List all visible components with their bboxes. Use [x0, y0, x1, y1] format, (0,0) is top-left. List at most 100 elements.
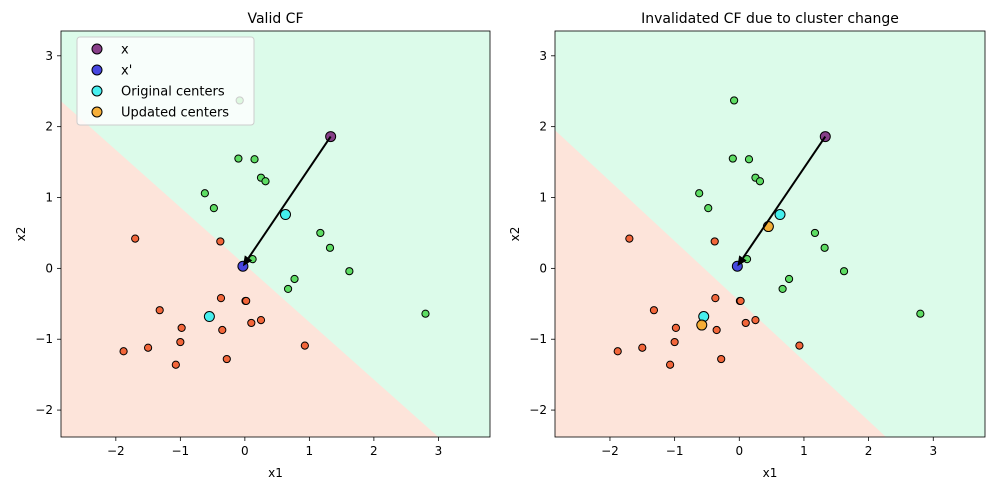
point-cluster-1-points	[778, 284, 787, 294]
point-cluster-1-points	[345, 267, 354, 276]
point-cluster-1-points	[316, 228, 325, 238]
point-cluster-1-points	[744, 155, 754, 164]
point-cluster-0-points	[247, 318, 256, 328]
point-cluster-1-points	[839, 267, 849, 276]
y-axis-label: x2	[14, 227, 28, 242]
y-axis-label: x2	[508, 227, 522, 242]
point-cluster-0-points	[300, 341, 309, 350]
axes-frame	[554, 30, 986, 438]
y-tick-label: −1	[35, 332, 53, 346]
point-cluster-0-points	[143, 343, 153, 352]
point-cluster-0-points	[665, 360, 675, 369]
point-original-centers	[203, 311, 215, 323]
legend-marker	[91, 43, 103, 55]
x-tick-label: 1	[306, 444, 314, 458]
chart-title: Invalidated CF due to cluster change	[641, 11, 899, 27]
y-tick-label: 0	[45, 261, 53, 275]
point-cluster-1-points	[820, 243, 829, 252]
cf-arrow-shaft	[742, 136, 827, 259]
legend-marker	[91, 85, 103, 97]
point-cluster-0-points	[216, 294, 226, 303]
x-axis-label: x1	[763, 466, 778, 480]
legend-label: Original centers	[121, 85, 225, 100]
chart-panel-2: −2 −1 0 1 2 3 −2 −1 0 1 2 3 x1 x2 Invalidated CF due t…	[508, 11, 986, 480]
x-tick-label: 0	[241, 444, 249, 458]
point-cluster-1-points	[810, 228, 820, 238]
point-cluster-0-points	[613, 347, 622, 356]
point-cluster-0-points	[710, 237, 719, 246]
point-cluster-0-points	[176, 337, 185, 347]
x-tick-label: 1	[800, 444, 808, 458]
point-cluster-1-points	[261, 177, 270, 186]
y-tick-label: 3	[539, 49, 547, 63]
point-cluster-1-points	[283, 284, 293, 294]
point-cluster-0-points	[795, 341, 804, 350]
point-cluster-0-points	[256, 315, 266, 325]
x-tick-label: −1	[666, 444, 684, 458]
x-tick-label: 3	[929, 444, 937, 458]
point-cluster-1-points	[290, 274, 299, 284]
y-tick-label: −2	[35, 403, 53, 417]
point-cluster-0-points	[711, 294, 720, 303]
point-cluster-1-points	[695, 189, 704, 198]
x-tick-label: −1	[171, 444, 189, 458]
legend-label: x	[121, 43, 129, 58]
y-tick-label: −2	[529, 403, 547, 417]
point-cluster-1-points	[704, 204, 713, 213]
point-cluster-1-points	[209, 204, 218, 213]
y-tick-label: 1	[539, 191, 547, 205]
point-cluster-0-points	[741, 318, 750, 328]
cf-arrow-shaft	[247, 136, 332, 259]
point-cluster-1-points	[730, 96, 739, 105]
point-cluster-0-points	[649, 306, 659, 315]
y-tick-label: 0	[539, 261, 547, 275]
point-cluster-1-points	[784, 274, 794, 284]
y-tick-label: 2	[539, 120, 547, 134]
chart-title: Valid CF	[247, 11, 303, 27]
x-tick-label: 3	[435, 444, 443, 458]
point-cluster-1-points	[728, 154, 737, 163]
point-cluster-1-points	[755, 177, 765, 186]
y-tick-label: 3	[45, 49, 53, 63]
point-cluster-1-points	[916, 309, 925, 318]
y-tick-label: 2	[45, 120, 53, 134]
point-cluster-0-points	[625, 234, 634, 243]
point-cluster-1-points	[325, 243, 335, 252]
scatter-points	[613, 96, 925, 369]
point-cluster-0-points	[131, 234, 140, 243]
x-tick-label: 0	[735, 444, 743, 458]
point-cluster-1-points	[250, 155, 259, 164]
region-cluster-0	[555, 130, 887, 437]
axes-frame	[60, 30, 491, 438]
legend-label: Updated centers	[121, 106, 229, 121]
point-cluster-0-points	[171, 360, 180, 369]
point-original-centers	[279, 209, 291, 221]
legend-box	[76, 36, 255, 126]
point-updated-centers	[696, 319, 708, 331]
x-tick-label: −2	[601, 444, 619, 458]
cf-arrow-head	[242, 255, 253, 267]
legend: x x' Original centers Updated centers	[76, 36, 255, 126]
point-cluster-1-points	[234, 154, 243, 163]
chart-panel-1: −2 −1 0 1 2 3 −2 −1 0 1 2 3 x1 x2 Valid CF x x' Original …	[14, 11, 491, 480]
point-cluster-1-points	[421, 309, 430, 318]
decision-regions	[555, 31, 985, 437]
point-cluster-0-points	[216, 237, 225, 246]
point-cluster-0-points	[119, 347, 128, 356]
x-axis-label: x1	[268, 466, 283, 480]
point-cluster-0-points	[670, 337, 679, 347]
legend-marker	[91, 106, 103, 118]
y-tick-label: −1	[529, 332, 547, 346]
legend-marker	[91, 64, 103, 76]
y-tick-label: 1	[45, 191, 53, 205]
legend-label: x'	[121, 64, 132, 79]
decision-regions	[61, 31, 490, 437]
point-cluster-0-points	[671, 323, 681, 332]
point-cluster-0-points	[177, 323, 186, 332]
point-cluster-0-points	[218, 325, 227, 335]
cf-arrow-head	[737, 255, 747, 267]
point-original-centers	[774, 209, 786, 221]
region-cluster-0	[61, 101, 439, 437]
point-cluster-0-points	[736, 296, 745, 306]
